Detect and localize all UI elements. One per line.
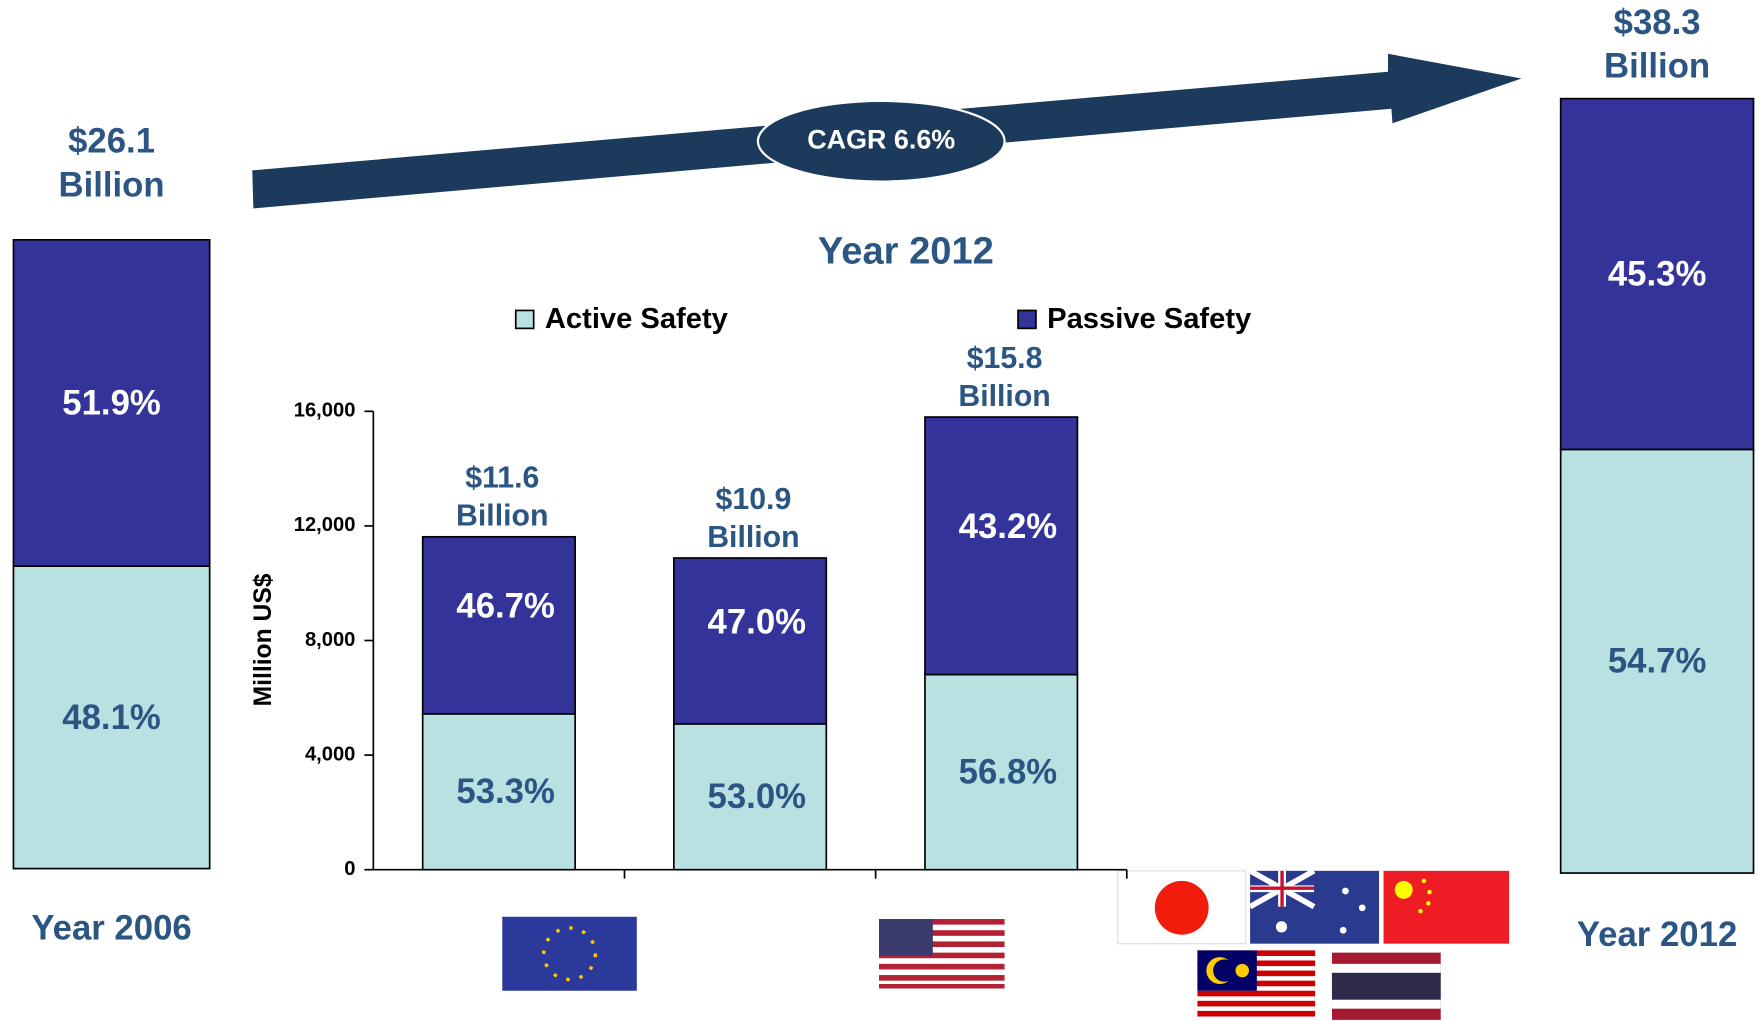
flag-china: [1383, 870, 1510, 944]
y-axis-label: Million US$: [250, 573, 277, 706]
cagr-badge: [756, 99, 1006, 183]
y-tick-label: 12,000: [294, 514, 356, 536]
total-label: Billion: [958, 380, 1050, 413]
chart-title: Year 2012: [818, 230, 994, 272]
side-value-label: 48.1%: [62, 699, 161, 737]
flag-japan: [1117, 870, 1247, 945]
flag-eu: [502, 916, 637, 991]
cagr-label: CAGR 6.6%: [807, 124, 955, 154]
value-label: 53.0%: [708, 778, 807, 816]
value-label: 56.8%: [959, 754, 1058, 792]
total-label: $10.9: [716, 483, 792, 516]
side-value-label: 54.7%: [1608, 643, 1707, 681]
flag-thailand: [1331, 952, 1441, 1020]
legend-swatch: [514, 309, 535, 330]
total-label: Billion: [456, 500, 548, 533]
legend-label: Passive Safety: [1047, 303, 1252, 335]
flag-malaysia: [1197, 950, 1316, 1020]
side-bar-label: Year 2006: [31, 909, 191, 947]
bar-segment: [672, 557, 828, 725]
side-value-label: 51.9%: [62, 384, 161, 422]
value-label: 53.3%: [456, 773, 555, 811]
legend-swatch: [1017, 309, 1037, 330]
bar-segment: [421, 535, 577, 715]
y-tick-label: 4,000: [305, 743, 355, 765]
side-total-label: Billion: [58, 166, 164, 204]
legend-label: Active Safety: [545, 303, 729, 335]
total-label: Billion: [707, 521, 799, 554]
y-tick-label: 0: [344, 858, 355, 880]
bar-segment: [924, 416, 1079, 676]
value-label: 43.2%: [959, 508, 1058, 546]
bar-segment: [421, 713, 577, 871]
flag-australia: [1248, 868, 1380, 944]
side-bar-label: Year 2012: [1577, 916, 1737, 954]
value-label: 46.7%: [456, 588, 555, 626]
value-label: 47.0%: [708, 603, 807, 641]
flag-us: [879, 919, 1005, 989]
side-value-label: 45.3%: [1608, 255, 1707, 293]
side-total-label: $38.3: [1614, 4, 1701, 42]
y-tick-label: 8,000: [305, 629, 355, 651]
flags: [502, 868, 1510, 1020]
side-bar-segment: [12, 565, 211, 870]
side-bar-segment: [1559, 97, 1755, 451]
side-bar-segment: [12, 238, 211, 567]
side-total-label: $26.1: [68, 123, 155, 161]
side-total-label: Billion: [1604, 48, 1710, 86]
y-tick-label: 16,000: [294, 400, 356, 422]
total-label: $15.8: [967, 342, 1043, 375]
side-bar-segment: [1559, 448, 1755, 874]
bar-segment: [672, 723, 828, 871]
total-label: $11.6: [465, 462, 539, 495]
